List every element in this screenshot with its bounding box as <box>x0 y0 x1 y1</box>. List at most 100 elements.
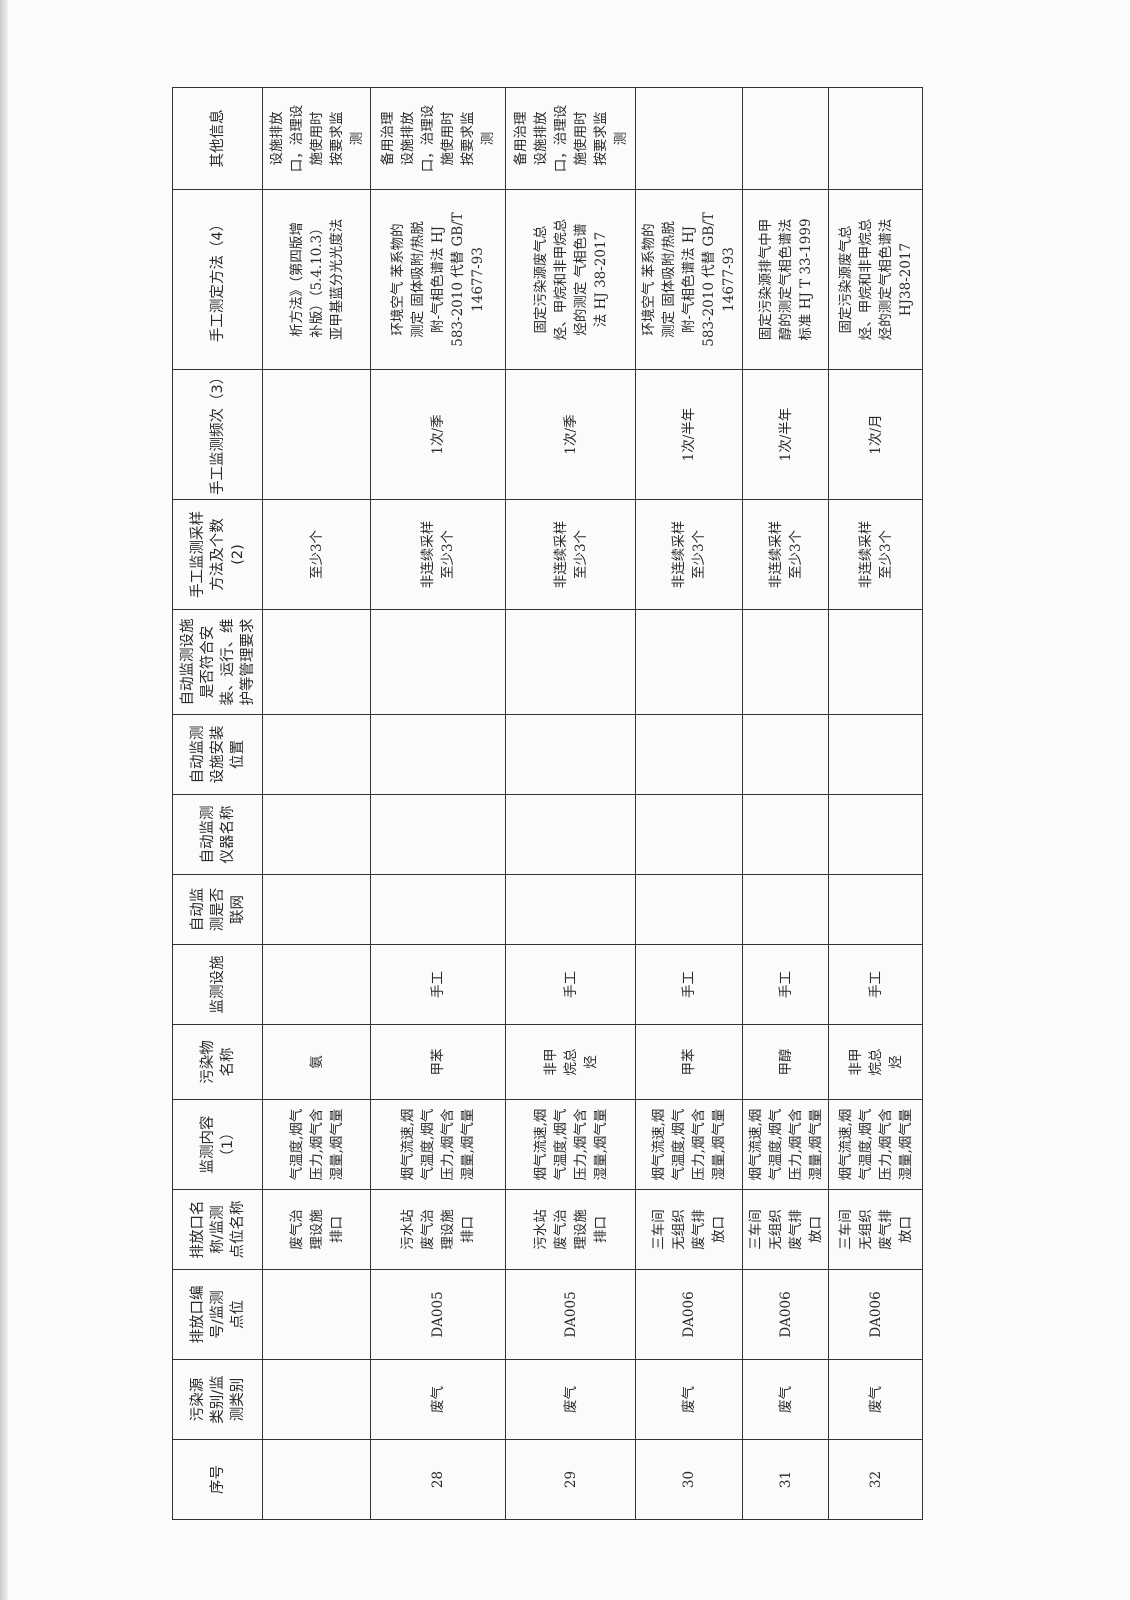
cell-auto-location <box>742 714 829 795</box>
cell-source-type: 废气 <box>370 1359 506 1440</box>
cell-auto-location <box>828 714 923 795</box>
header-row: 序号 污染源 类别/监 测类别 排放口编 号/监测 点位 排放口名 称/监测 点位名称… <box>172 87 263 1520</box>
cell-pollutant: 非甲 烷总 烃 <box>828 1024 923 1100</box>
cell-auto-compliance <box>370 609 506 715</box>
header-auto-online: 自动监 测是否 联网 <box>172 874 263 945</box>
cell-seq: 28 <box>370 1439 506 1520</box>
header-auto-instrument: 自动监测 仪器名称 <box>172 794 263 875</box>
monitoring-table: 序号 污染源 类别/监 测类别 排放口编 号/监测 点位 排放口名 称/监测 点位名称… <box>172 87 923 1520</box>
cell-other-info: 设施排放 口，治理设 施使用时 按要求监 测 <box>262 87 371 190</box>
cell-seq: 32 <box>828 1439 923 1520</box>
cell-auto-instrument <box>742 794 829 875</box>
cell-outlet-code: DA006 <box>742 1269 829 1360</box>
cell-source-type: 废气 <box>505 1359 636 1440</box>
cell-outlet-name: 三车间 无组织 废气排 放口 <box>742 1189 829 1270</box>
cell-outlet-code: DA006 <box>828 1269 923 1360</box>
header-source-type: 污染源 类别/监 测类别 <box>172 1359 263 1440</box>
header-manual-frequency: 手工监测频次（3） <box>172 369 263 500</box>
cell-auto-online <box>370 874 506 945</box>
cell-other-info: 备用治理 设施排放 口，治理设 施使用时 按要求监 测 <box>370 87 506 190</box>
cell-pollutant: 甲苯 <box>370 1024 506 1100</box>
cell-outlet-name: 污水站 废气治 理设施 排口 <box>505 1189 636 1270</box>
cell-auto-location <box>505 714 636 795</box>
cell-manual-method: 固定污染源废气总 烃、甲烷和非甲烷总 烃的测定气相色谱法 HJ38-2017 <box>828 189 923 370</box>
cell-seq: 30 <box>635 1439 743 1520</box>
cell-source-type <box>262 1359 371 1440</box>
cell-manual-sampling: 非连续采样 至少3个 <box>828 499 923 610</box>
cell-facility: 手工 <box>828 944 923 1025</box>
cell-auto-instrument <box>262 794 371 875</box>
cell-outlet-code <box>262 1269 371 1360</box>
cell-pollutant: 非甲 烷总 烃 <box>505 1024 636 1100</box>
cell-outlet-code: DA005 <box>505 1269 636 1360</box>
cell-auto-location <box>635 714 743 795</box>
cell-source-type: 废气 <box>742 1359 829 1440</box>
table-row: 29 废气 DA005 污水站 废气治 理设施 排口 烟气流速,烟 气温度,烟气 压力,… <box>505 87 636 1520</box>
cell-outlet-code: DA005 <box>370 1269 506 1360</box>
cell-facility: 手工 <box>370 944 506 1025</box>
cell-source-type: 废气 <box>635 1359 743 1440</box>
cell-auto-instrument <box>505 794 636 875</box>
cell-manual-method: 固定污染源排气中甲 醇的测定气相色谱法 标准 HJ T 33-1999 <box>742 189 829 370</box>
cell-manual-frequency: 1次/半年 <box>742 369 829 500</box>
cell-other-info <box>742 87 829 190</box>
cell-manual-frequency: 1次/月 <box>828 369 923 500</box>
header-outlet-code: 排放口编 号/监测 点位 <box>172 1269 263 1360</box>
cell-facility <box>262 944 371 1025</box>
cell-monitoring-content: 烟气流速,烟 气温度,烟气 压力,烟气含 湿量,烟气量 <box>505 1099 636 1190</box>
cell-manual-frequency: 1次/季 <box>505 369 636 500</box>
cell-auto-compliance <box>262 609 371 715</box>
table-row: 废气治 理设施 排口 气温度,烟气 压力,烟气含 湿量,烟气量氨 至少3个 析方法》（… <box>262 87 371 1520</box>
cell-monitoring-content: 气温度,烟气 压力,烟气含 湿量,烟气量 <box>262 1099 371 1190</box>
cell-other-info: 备用治理 设施排放 口，治理设 施使用时 按要求监 测 <box>505 87 636 190</box>
cell-auto-online <box>742 874 829 945</box>
scan-edge-shadow <box>0 0 8 1600</box>
cell-other-info <box>828 87 923 190</box>
cell-manual-sampling: 至少3个 <box>262 499 371 610</box>
cell-auto-location <box>262 714 371 795</box>
cell-manual-frequency: 1次/季 <box>370 369 506 500</box>
cell-monitoring-content: 烟气流速,烟 气温度,烟气 压力,烟气含 湿量,烟气量 <box>635 1099 743 1190</box>
cell-seq: 29 <box>505 1439 636 1520</box>
cell-manual-method: 环境空气 苯系物的 测定 固体吸附/热脱 附-气相色谱法 HJ 583-2010… <box>370 189 506 370</box>
cell-auto-online <box>262 874 371 945</box>
cell-auto-compliance <box>828 609 923 715</box>
cell-manual-method: 固定污染源废气总 烃、甲烷和非甲烷总 烃的测定 气相色谱 法 HJ 38-201… <box>505 189 636 370</box>
cell-auto-instrument <box>370 794 506 875</box>
cell-seq: 31 <box>742 1439 829 1520</box>
cell-manual-method: 环境空气 苯系物的 测定 固体吸附/热脱 附-气相色谱法 HJ 583-2010… <box>635 189 743 370</box>
header-auto-location: 自动监测 设施安装 位置 <box>172 714 263 795</box>
header-seq: 序号 <box>172 1439 263 1520</box>
cell-outlet-name: 三车间 无组织 废气排 放口 <box>828 1189 923 1270</box>
cell-other-info <box>635 87 743 190</box>
cell-monitoring-content: 烟气流速,烟 气温度,烟气 压力,烟气含 湿量,烟气量 <box>370 1099 506 1190</box>
cell-pollutant: 甲苯 <box>635 1024 743 1100</box>
cell-outlet-code: DA006 <box>635 1269 743 1360</box>
cell-outlet-name: 废气治 理设施 排口 <box>262 1189 371 1270</box>
table-row: 31 废气 DA006 三车间 无组织 废气排 放口 烟气流速,烟 气温度,烟气 压力,… <box>742 87 829 1520</box>
cell-facility: 手工 <box>635 944 743 1025</box>
cell-auto-location <box>370 714 506 795</box>
cell-auto-online <box>505 874 636 945</box>
header-facility: 监测设施 <box>172 944 263 1025</box>
cell-auto-instrument <box>828 794 923 875</box>
cell-monitoring-content: 烟气流速,烟 气温度,烟气 压力,烟气含 湿量,烟气量 <box>828 1099 923 1190</box>
table-row: 30 废气 DA006 三车间 无组织 废气排 放口 烟气流速,烟 气温度,烟气 压力,… <box>635 87 743 1520</box>
cell-auto-instrument <box>635 794 743 875</box>
header-outlet-name: 排放口名 称/监测 点位名称 <box>172 1189 263 1270</box>
cell-manual-frequency <box>262 369 371 500</box>
header-auto-compliance: 自动监测设施 是否符合安 装、运行、维 护等管理要求 <box>172 609 263 715</box>
cell-outlet-name: 三车间 无组织 废气排 放口 <box>635 1189 743 1270</box>
cell-manual-frequency: 1次/半年 <box>635 369 743 500</box>
cell-auto-online <box>635 874 743 945</box>
cell-manual-sampling: 非连续采样 至少3个 <box>505 499 636 610</box>
cell-seq <box>262 1439 371 1520</box>
cell-auto-compliance <box>742 609 829 715</box>
header-pollutant: 污染物 名称 <box>172 1024 263 1100</box>
header-manual-sampling: 手工监测采样 方法及个数 (2) <box>172 499 263 610</box>
cell-monitoring-content: 烟气流速,烟 气温度,烟气 压力,烟气含 湿量,烟气量 <box>742 1099 829 1190</box>
cell-pollutant: 甲醇 <box>742 1024 829 1100</box>
cell-auto-online <box>828 874 923 945</box>
table-row: 32 废气 DA006 三车间 无组织 废气排 放口 烟气流速,烟 气温度,烟气 压力,… <box>828 87 923 1520</box>
cell-manual-method: 析方法》（第四版增 补版）（5.4.10.3） 亚甲基蓝分光光度法 <box>262 189 371 370</box>
